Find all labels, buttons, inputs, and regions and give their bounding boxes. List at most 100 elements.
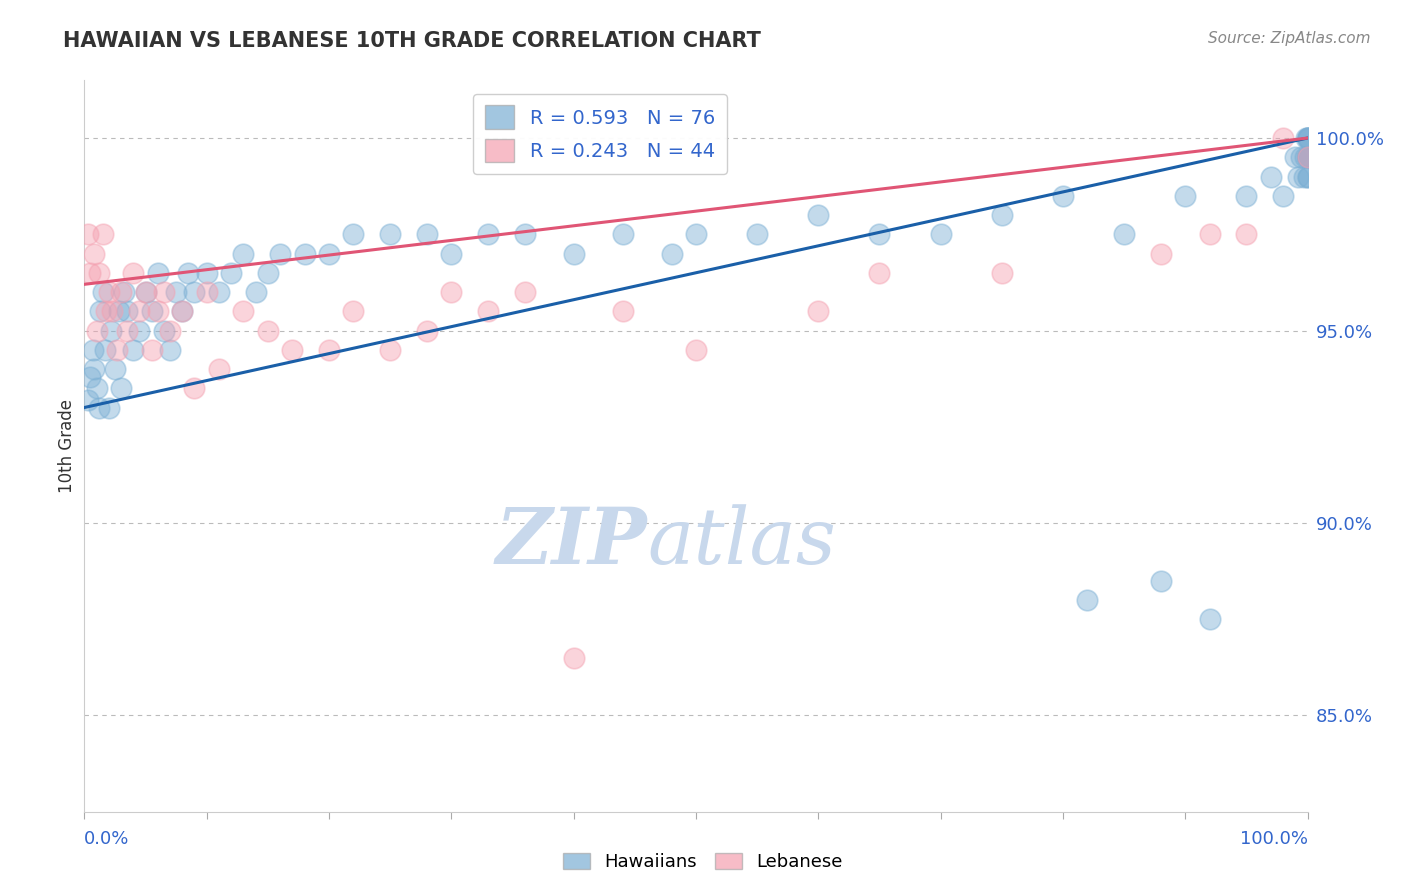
Point [141, 304, 163, 318]
Point [83, 362, 105, 376]
Point [100, 324, 122, 338]
Point [96, 304, 118, 318]
Point [1052, 188, 1074, 202]
Point [79, 266, 101, 280]
Point [101, 304, 124, 318]
Text: Source: ZipAtlas.com: Source: ZipAtlas.com [1208, 31, 1371, 46]
Point [83, 246, 105, 260]
Point [685, 227, 707, 242]
Point [257, 266, 280, 280]
Point [1295, 131, 1317, 145]
Text: 100.0%: 100.0% [1240, 830, 1308, 848]
Point [172, 304, 194, 318]
Point [94, 343, 117, 357]
Point [177, 266, 200, 280]
Point [122, 343, 145, 357]
Point [1296, 150, 1319, 164]
Text: ZIP: ZIP [495, 504, 647, 581]
Point [318, 343, 340, 357]
Point [562, 650, 585, 665]
Point [195, 285, 218, 299]
Point [269, 246, 291, 260]
Point [128, 324, 150, 338]
Point [342, 304, 364, 318]
Point [1272, 131, 1295, 145]
Point [1296, 131, 1319, 145]
Point [112, 285, 135, 299]
Point [477, 304, 499, 318]
Point [195, 266, 218, 280]
Point [165, 285, 187, 299]
Point [318, 246, 340, 260]
Point [110, 381, 132, 395]
Point [245, 285, 267, 299]
Point [416, 324, 439, 338]
Point [1296, 131, 1319, 145]
Point [416, 227, 439, 242]
Legend: Hawaiians, Lebanese: Hawaiians, Lebanese [555, 846, 851, 879]
Point [380, 227, 402, 242]
Text: HAWAIIAN VS LEBANESE 10TH GRADE CORRELATION CHART: HAWAIIAN VS LEBANESE 10TH GRADE CORRELAT… [63, 31, 761, 51]
Point [1114, 227, 1136, 242]
Point [612, 227, 634, 242]
Point [1296, 150, 1319, 164]
Point [110, 285, 132, 299]
Point [91, 285, 114, 299]
Point [87, 266, 110, 280]
Point [105, 343, 128, 357]
Point [232, 246, 254, 260]
Point [79, 369, 101, 384]
Point [86, 381, 108, 395]
Point [77, 392, 100, 407]
Point [807, 208, 830, 222]
Point [122, 266, 145, 280]
Point [1284, 150, 1306, 164]
Point [159, 343, 181, 357]
Point [440, 285, 463, 299]
Point [513, 227, 536, 242]
Point [135, 285, 157, 299]
Point [1286, 169, 1309, 184]
Point [89, 304, 111, 318]
Point [1296, 131, 1319, 145]
Point [208, 362, 231, 376]
Point [159, 324, 181, 338]
Point [183, 285, 205, 299]
Point [991, 266, 1014, 280]
Point [685, 343, 707, 357]
Point [87, 401, 110, 415]
Point [661, 246, 683, 260]
Point [1296, 150, 1319, 164]
Point [1292, 169, 1315, 184]
Point [91, 227, 114, 242]
Point [1296, 150, 1319, 164]
Point [1174, 188, 1197, 202]
Point [128, 304, 150, 318]
Point [1294, 150, 1316, 164]
Point [562, 246, 585, 260]
Point [153, 324, 176, 338]
Point [172, 304, 194, 318]
Point [1150, 246, 1173, 260]
Text: atlas: atlas [647, 504, 835, 581]
Point [1198, 612, 1220, 626]
Point [232, 304, 254, 318]
Point [1236, 188, 1258, 202]
Point [1150, 574, 1173, 588]
Point [146, 304, 169, 318]
Point [115, 324, 138, 338]
Point [1296, 169, 1319, 184]
Point [219, 266, 242, 280]
Point [97, 285, 120, 299]
Point [97, 401, 120, 415]
Point [135, 285, 157, 299]
Point [869, 266, 891, 280]
Y-axis label: 10th Grade: 10th Grade [58, 399, 76, 493]
Point [1291, 150, 1313, 164]
Point [1076, 593, 1098, 607]
Point [1260, 169, 1282, 184]
Point [807, 304, 830, 318]
Point [513, 285, 536, 299]
Point [1296, 150, 1319, 164]
Point [1198, 227, 1220, 242]
